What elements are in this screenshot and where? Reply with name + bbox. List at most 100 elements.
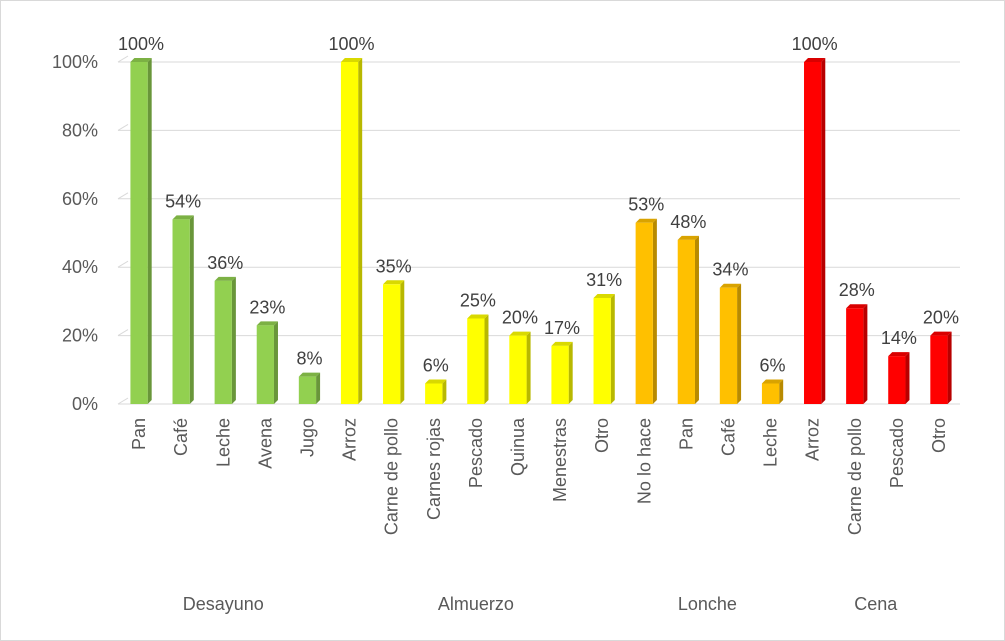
bar-side bbox=[568, 341, 573, 404]
y-tick-label: 40% bbox=[62, 257, 98, 277]
bar-side bbox=[400, 280, 405, 404]
bar-side bbox=[737, 283, 742, 404]
bar bbox=[509, 335, 527, 404]
bar-top bbox=[256, 321, 278, 326]
bar-top bbox=[888, 352, 910, 357]
data-label: 34% bbox=[712, 260, 748, 280]
bar-side bbox=[610, 293, 615, 404]
data-label: 14% bbox=[881, 328, 917, 348]
data-label: 20% bbox=[923, 308, 959, 328]
bar bbox=[130, 62, 148, 404]
bar-side bbox=[316, 372, 321, 404]
category-label: Leche bbox=[213, 418, 233, 467]
bar-side bbox=[694, 235, 699, 404]
category-label: Pan bbox=[129, 418, 149, 450]
bar-side bbox=[484, 314, 489, 404]
gridline-depth bbox=[117, 123, 129, 131]
category-label: Café bbox=[171, 418, 191, 456]
data-label: 20% bbox=[502, 308, 538, 328]
bar-top bbox=[130, 58, 152, 62]
gridline-depth bbox=[117, 55, 129, 63]
category-label: Otro bbox=[592, 418, 612, 453]
data-label: 100% bbox=[792, 34, 838, 54]
bar bbox=[298, 376, 317, 404]
bar-top bbox=[677, 235, 699, 240]
gridline-depth bbox=[117, 329, 129, 337]
bar-top bbox=[509, 331, 531, 336]
data-label: 100% bbox=[329, 34, 375, 54]
y-tick-label: 0% bbox=[72, 394, 98, 414]
bar bbox=[635, 222, 653, 404]
data-label: 6% bbox=[760, 355, 786, 375]
data-label: 54% bbox=[165, 191, 201, 211]
category-label: No lo hace bbox=[634, 418, 654, 504]
category-label: Arroz bbox=[803, 418, 823, 461]
bar bbox=[761, 383, 780, 404]
data-label: 8% bbox=[296, 349, 322, 369]
bar-top bbox=[635, 218, 657, 223]
bar-top bbox=[804, 58, 826, 62]
bar-side bbox=[442, 379, 447, 404]
bar-top bbox=[383, 280, 405, 285]
y-tick-label: 80% bbox=[62, 120, 98, 140]
bar-side bbox=[273, 321, 278, 404]
bar-top bbox=[761, 379, 784, 384]
bar-side bbox=[779, 379, 784, 404]
bar-side bbox=[947, 331, 952, 404]
data-label: 31% bbox=[586, 270, 622, 290]
bar bbox=[256, 325, 274, 404]
data-label: 6% bbox=[423, 355, 449, 375]
bar-top bbox=[172, 215, 194, 220]
bar-top bbox=[467, 314, 489, 319]
y-tick-label: 20% bbox=[62, 326, 98, 346]
gridline-depth bbox=[117, 192, 129, 200]
bar-top bbox=[425, 379, 447, 384]
group-label: Almuerzo bbox=[438, 594, 514, 614]
bar bbox=[551, 345, 569, 404]
bar bbox=[888, 356, 906, 404]
bar-side bbox=[863, 304, 868, 404]
bar bbox=[340, 62, 359, 404]
bar-side bbox=[147, 58, 152, 404]
bar-top bbox=[298, 372, 321, 377]
data-label: 53% bbox=[628, 195, 664, 215]
category-label: Arroz bbox=[340, 418, 360, 461]
y-tick-label: 100% bbox=[52, 52, 98, 72]
bar bbox=[677, 239, 695, 404]
category-label: Leche bbox=[761, 418, 781, 467]
bar-top bbox=[214, 276, 236, 281]
category-label: Pescado bbox=[887, 418, 907, 488]
bar bbox=[804, 62, 822, 404]
category-label: Carne de pollo bbox=[845, 418, 865, 535]
category-label: Avena bbox=[255, 417, 275, 469]
data-label: 36% bbox=[207, 253, 243, 273]
bar bbox=[425, 383, 443, 404]
bar-side bbox=[189, 215, 194, 404]
bar bbox=[172, 219, 190, 404]
bar-top bbox=[340, 58, 363, 62]
bar bbox=[383, 284, 401, 404]
bar-top bbox=[846, 304, 868, 309]
group-label: Cena bbox=[854, 594, 898, 614]
group-label: Lonche bbox=[678, 594, 737, 614]
bar-top bbox=[551, 341, 573, 346]
bar-top bbox=[930, 331, 952, 336]
data-label: 100% bbox=[118, 34, 164, 54]
category-label: Menestras bbox=[550, 418, 570, 502]
bar bbox=[930, 335, 948, 404]
bar-top bbox=[719, 283, 742, 288]
bar-side bbox=[652, 218, 657, 404]
group-label: Desayuno bbox=[183, 594, 264, 614]
category-label: Pescado bbox=[466, 418, 486, 488]
bar bbox=[467, 318, 485, 404]
data-label: 35% bbox=[376, 256, 412, 276]
bar bbox=[214, 280, 232, 404]
category-label: Otro bbox=[929, 418, 949, 453]
bar-side bbox=[905, 352, 910, 404]
data-label: 48% bbox=[670, 212, 706, 232]
gridline-depth bbox=[117, 260, 129, 268]
bar-side bbox=[231, 276, 236, 404]
bar bbox=[593, 297, 611, 404]
gridline-depth bbox=[117, 397, 129, 405]
